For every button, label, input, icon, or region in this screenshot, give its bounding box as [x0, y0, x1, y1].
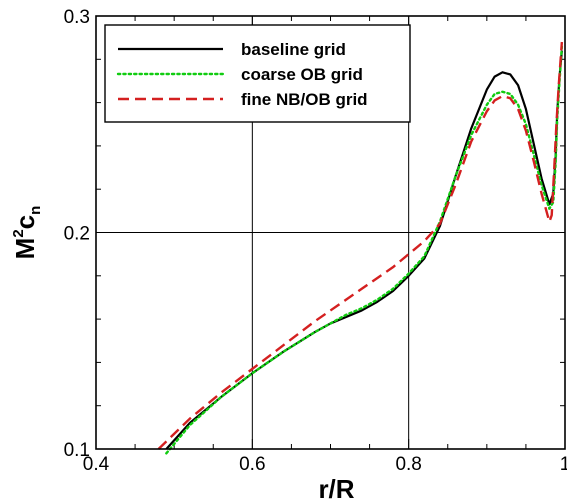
- y-axis-title-mid: c: [10, 215, 40, 229]
- y-axis-title: M2cn: [10, 206, 44, 260]
- x-tick-label: 0.8: [395, 454, 421, 475]
- x-tick-label: 1: [560, 454, 567, 475]
- legend-label-2: coarse OB grid: [241, 65, 363, 84]
- x-tick-label: 0.4: [83, 454, 110, 475]
- x-tick-labels: 0.4 0.6 0.8 1: [83, 454, 567, 475]
- chart-legend: baseline grid coarse OB grid fine NB/OB gr…: [104, 24, 411, 123]
- y-axis-title-sub: n: [27, 206, 44, 215]
- y-axis-title-base: M: [10, 238, 40, 260]
- legend-label-3: fine NB/OB grid: [241, 90, 368, 109]
- x-axis-title: r/R: [318, 474, 354, 503]
- y-tick-label: 0.1: [64, 440, 90, 461]
- x-tick-label: 0.6: [239, 454, 265, 475]
- series-line-2: [165, 45, 564, 455]
- y-tick-label: 0.3: [64, 7, 90, 28]
- plot-area-frame: [95, 15, 566, 450]
- y-tick-label: 0.2: [64, 224, 90, 245]
- y-tick-labels: 0.1 0.2 0.3: [64, 7, 90, 461]
- series-lines: [157, 41, 564, 455]
- legend-label-1: baseline grid: [241, 40, 346, 59]
- y-axis-title-sup: 2: [10, 229, 27, 237]
- series-line-3: [157, 41, 564, 450]
